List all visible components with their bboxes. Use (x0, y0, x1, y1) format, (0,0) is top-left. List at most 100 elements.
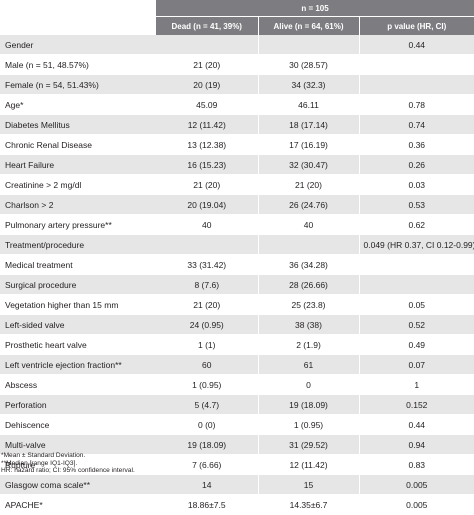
p-value: 0.44 (358, 35, 474, 55)
alive-value: 36 (34.28) (257, 254, 359, 275)
row-label: Vegetation higher than 15 mm (0, 294, 156, 315)
alive-value: 1 (0.95) (257, 414, 359, 435)
alive-value: 0 (257, 374, 359, 395)
table-row: Left-sided valve 24 (0.95) 38 (38) 0.52 (0, 314, 474, 335)
p-value: 0.07 (358, 354, 474, 375)
p-value: 0.62 (358, 214, 474, 235)
header-alive: Alive (n = 64, 61%) (257, 16, 359, 35)
alive-value: 30 (28.57) (257, 54, 359, 75)
dead-value: 14 (156, 474, 258, 495)
row-label: Heart Failure (0, 154, 156, 175)
dead-value: 1 (1) (156, 334, 258, 355)
alive-value: 38 (38) (257, 314, 359, 335)
table-row: Glasgow coma scale** 14 15 0.005 (0, 474, 474, 495)
row-label: APACHE* (0, 494, 156, 515)
row-label: Diabetes Mellitus (0, 114, 156, 135)
alive-value: 26 (24.76) (257, 194, 359, 215)
row-label: Left ventricle ejection fraction** (0, 354, 156, 375)
table-row: Chronic Renal Disease 13 (12.38) 17 (16.19… (0, 134, 474, 155)
dead-value: 33 (31.42) (156, 254, 258, 275)
alive-value: 34 (32.3) (257, 74, 359, 95)
table-row: Rupture 7 (6.66) 12 (11.42) 0.83 (0, 454, 474, 475)
dead-value: 5 (4.7) (156, 394, 258, 415)
p-value (358, 74, 474, 95)
row-label: Chronic Renal Disease (0, 134, 156, 155)
alive-value: 14.35±6.7 (257, 494, 359, 515)
alive-value: 19 (18.09) (257, 394, 359, 415)
table-row: Male (n = 51, 48.57%) 21 (20) 30 (28.57) (0, 54, 474, 75)
p-value: 0.03 (358, 174, 474, 195)
dead-value: 7 (6.66) (156, 454, 258, 475)
alive-value: 32 (30.47) (257, 154, 359, 175)
dead-value: 19 (18.09) (156, 434, 258, 455)
row-label: Medical treatment (0, 254, 156, 275)
table-row: Left ventricle ejection fraction** 60 61 0.… (0, 354, 474, 375)
dead-value: 16 (15.23) (156, 154, 258, 175)
p-value: 1 (358, 374, 474, 395)
footnotes: *Mean ± Standard Deviation. **Median [ra… (1, 452, 135, 475)
alive-value (257, 35, 359, 55)
footnote: **Median [range IQ1-IQ3]. (1, 459, 78, 467)
dead-value: 18.86±7.5 (156, 494, 258, 515)
p-value (358, 274, 474, 295)
dead-value (156, 234, 258, 255)
row-label: Surgical procedure (0, 274, 156, 295)
alive-value: 31 (29.52) (257, 434, 359, 455)
dead-value: 24 (0.95) (156, 314, 258, 335)
row-label: Prosthetic heart valve (0, 334, 156, 355)
row-label: Multi-valve (0, 434, 156, 455)
alive-value: 15 (257, 474, 359, 495)
p-value: 0.44 (358, 414, 474, 435)
dead-value: 21 (20) (156, 54, 258, 75)
dead-value: 20 (19.04) (156, 194, 258, 215)
header-dead: Dead (n = 41, 39%) (156, 16, 258, 35)
alive-value: 12 (11.42) (257, 454, 359, 475)
header-blank-cell (0, 0, 156, 17)
alive-value: 21 (20) (257, 174, 359, 195)
row-label: Rupture (0, 454, 156, 475)
dead-value: 13 (12.38) (156, 134, 258, 155)
table-row: Perforation 5 (4.7) 19 (18.09) 0.152 (0, 394, 474, 415)
table-row: Medical treatment 33 (31.42) 36 (34.28) (0, 254, 474, 275)
row-label: Creatinine > 2 mg/dl (0, 174, 156, 195)
table-row: Pulmonary artery pressure** 40 40 0.62 (0, 214, 474, 235)
alive-value: 25 (23.8) (257, 294, 359, 315)
table-row: Age* 45.09 46.11 0.78 (0, 94, 474, 115)
p-value: 0.152 (358, 394, 474, 415)
table-row: Diabetes Mellitus 12 (11.42) 18 (17.14) 0.7… (0, 114, 474, 135)
p-value: 0.52 (358, 314, 474, 335)
alive-value: 2 (1.9) (257, 334, 359, 355)
table-row: Surgical procedure 8 (7.6) 28 (26.66) (0, 274, 474, 295)
p-value: 0.49 (358, 334, 474, 355)
table-row: Heart Failure 16 (15.23) 32 (30.47) 0.26 (0, 154, 474, 175)
alive-value: 17 (16.19) (257, 134, 359, 155)
table-row: APACHE* 18.86±7.5 14.35±6.7 0.005 (0, 494, 474, 515)
p-value: 0.05 (358, 294, 474, 315)
dead-value: 21 (20) (156, 174, 258, 195)
p-value: 0.049 (HR 0.37, CI 0.12-0.99) (358, 234, 474, 255)
table-row: Dehiscence 0 (0) 1 (0.95) 0.44 (0, 414, 474, 435)
dead-value: 12 (11.42) (156, 114, 258, 135)
row-label: Glasgow coma scale** (0, 474, 156, 495)
table-row: Female (n = 54, 51.43%) 20 (19) 34 (32.3) (0, 74, 474, 95)
dead-value: 40 (156, 214, 258, 235)
row-label: Abscess (0, 374, 156, 395)
alive-value: 40 (257, 214, 359, 235)
dead-value: 1 (0.95) (156, 374, 258, 395)
table-row: Prosthetic heart valve 1 (1) 2 (1.9) 0.49 (0, 334, 474, 355)
row-label: Pulmonary artery pressure** (0, 214, 156, 235)
row-label: Male (n = 51, 48.57%) (0, 54, 156, 75)
header-blank-cell (0, 16, 156, 35)
dead-value: 21 (20) (156, 294, 258, 315)
row-label: Gender (0, 35, 156, 55)
header-group-label: n = 105 (156, 0, 474, 17)
alive-value: 28 (26.66) (257, 274, 359, 295)
p-value: 0.36 (358, 134, 474, 155)
alive-value (257, 234, 359, 255)
p-value (358, 54, 474, 75)
p-value (358, 254, 474, 275)
dead-value: 0 (0) (156, 414, 258, 435)
table-body: Gender 0.44 Male (n = 51, 48.57%) 21 (20) 30… (0, 35, 474, 515)
